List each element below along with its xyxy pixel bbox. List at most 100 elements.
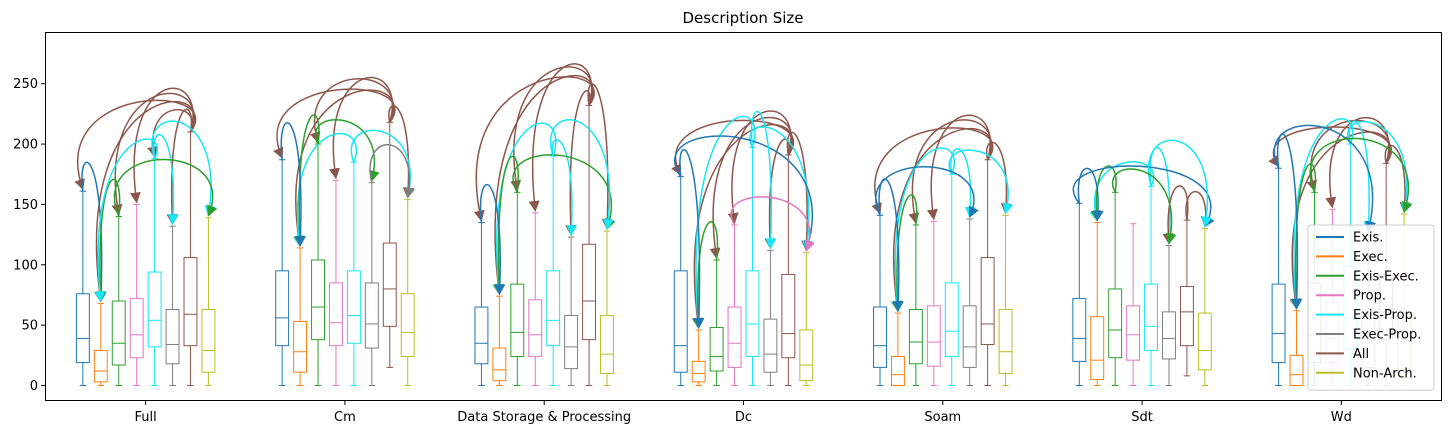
- significance-arrow: [730, 196, 815, 252]
- box-sdt: [1072, 202, 1087, 387]
- box-body: [1162, 311, 1176, 360]
- box-cm: [329, 179, 343, 387]
- box-body: [147, 271, 162, 348]
- significance-arrow: [512, 154, 616, 231]
- significance-arrow: [750, 110, 777, 250]
- box-body: [944, 282, 959, 358]
- box-full: [75, 190, 90, 387]
- box-soam: [998, 214, 1013, 387]
- box-data-storage-processing: [492, 295, 507, 387]
- legend-label: Exec.: [1353, 250, 1388, 265]
- significance-arrow: [948, 149, 1014, 215]
- significance-arrow: [493, 155, 519, 296]
- legend-label: All: [1353, 347, 1369, 362]
- chart-title: Description Size: [683, 9, 804, 27]
- box-body: [364, 282, 379, 349]
- significance-arrow: [764, 138, 790, 250]
- significance-arrow: [528, 63, 593, 212]
- box-wd: [1271, 167, 1286, 387]
- significance-arrow: [786, 131, 813, 252]
- y-tick-label: 150: [13, 198, 38, 213]
- significance-arrow: [673, 135, 815, 252]
- significance-arrow: [479, 183, 506, 296]
- box-soam: [962, 218, 977, 387]
- significance-arrow: [74, 99, 197, 191]
- box-data-storage-processing: [546, 155, 561, 387]
- significance-arrow: [871, 127, 994, 215]
- box-body: [980, 257, 995, 345]
- x-tick-label: Cm: [334, 410, 356, 425]
- box-cm: [311, 143, 325, 387]
- significance-arrow: [691, 123, 794, 330]
- box-body: [781, 273, 796, 359]
- x-tick-label: Soam: [924, 410, 961, 425]
- box-data-storage-processing: [528, 212, 543, 387]
- box-full: [147, 158, 162, 387]
- significance-arrow: [369, 144, 415, 199]
- significance-arrow: [1147, 139, 1212, 228]
- x-tick-label: Dc: [735, 410, 752, 425]
- box-body: [873, 306, 887, 368]
- box-sdt: [1179, 219, 1194, 377]
- significance-arrow: [891, 147, 956, 313]
- legend-label: Exis.: [1353, 231, 1383, 246]
- box-sdt: [1197, 228, 1212, 387]
- significance-arrow: [1090, 165, 1117, 222]
- box-body: [1090, 316, 1105, 380]
- significance-arrow: [1290, 118, 1354, 310]
- significance-arrow: [94, 178, 121, 303]
- significance-arrow: [350, 129, 416, 199]
- box-dc: [673, 176, 688, 387]
- box-body: [165, 308, 180, 365]
- x-tick-label: Full: [135, 410, 157, 425]
- significance-arrow: [473, 76, 595, 222]
- box-data-storage-processing: [582, 104, 597, 387]
- box-data-storage-processing: [510, 191, 525, 387]
- box-body: [546, 270, 561, 347]
- box-body: [691, 360, 706, 383]
- box-soam: [944, 173, 959, 387]
- box-body: [1179, 286, 1194, 347]
- significance-arrow: [1290, 163, 1316, 310]
- legend-label: Exis-Exec.: [1353, 269, 1419, 284]
- significance-arrow: [1089, 161, 1155, 222]
- y-tick-label: 0: [30, 379, 38, 394]
- significance-arrow: [986, 141, 1012, 215]
- box-body: [510, 283, 525, 358]
- series-exec: [93, 222, 1304, 387]
- box-body: [382, 242, 397, 327]
- significance-arrow: [129, 87, 194, 204]
- significance-arrow: [692, 221, 719, 330]
- series-exec-prop: [165, 182, 1376, 387]
- box-sdt: [1144, 185, 1158, 387]
- box-soam: [873, 214, 887, 387]
- box-cm: [364, 182, 379, 387]
- box-data-storage-processing: [600, 230, 614, 387]
- box-dc: [745, 147, 760, 387]
- significance-arrow: [1273, 124, 1376, 233]
- series-layer: [75, 104, 1412, 387]
- box-body: [890, 356, 905, 387]
- box-soam: [908, 224, 923, 387]
- significance-arrow: [166, 108, 193, 226]
- box-body: [709, 327, 724, 372]
- box-dc: [799, 252, 814, 387]
- box-cm: [346, 161, 361, 387]
- significance-arrow: [151, 120, 216, 217]
- significance-arrow: [329, 76, 393, 180]
- box-dc: [763, 249, 778, 387]
- legend-box: [1307, 224, 1435, 391]
- significance-arrow: [878, 178, 904, 313]
- significance-arrow: [1325, 117, 1390, 209]
- significance-arrow: [1348, 120, 1375, 233]
- legend-label: Prop.: [1353, 289, 1386, 304]
- box-soam: [926, 220, 941, 387]
- y-tick-label: 250: [13, 77, 38, 92]
- x-tick-label: Sdt: [1131, 410, 1153, 425]
- significance-arrow: [1309, 137, 1413, 214]
- legend: Exis. Exec. Exis-Exec. Prop. Exis-Prop. Exec-…: [1307, 224, 1435, 391]
- box-body: [673, 270, 688, 373]
- box-body: [1126, 305, 1141, 361]
